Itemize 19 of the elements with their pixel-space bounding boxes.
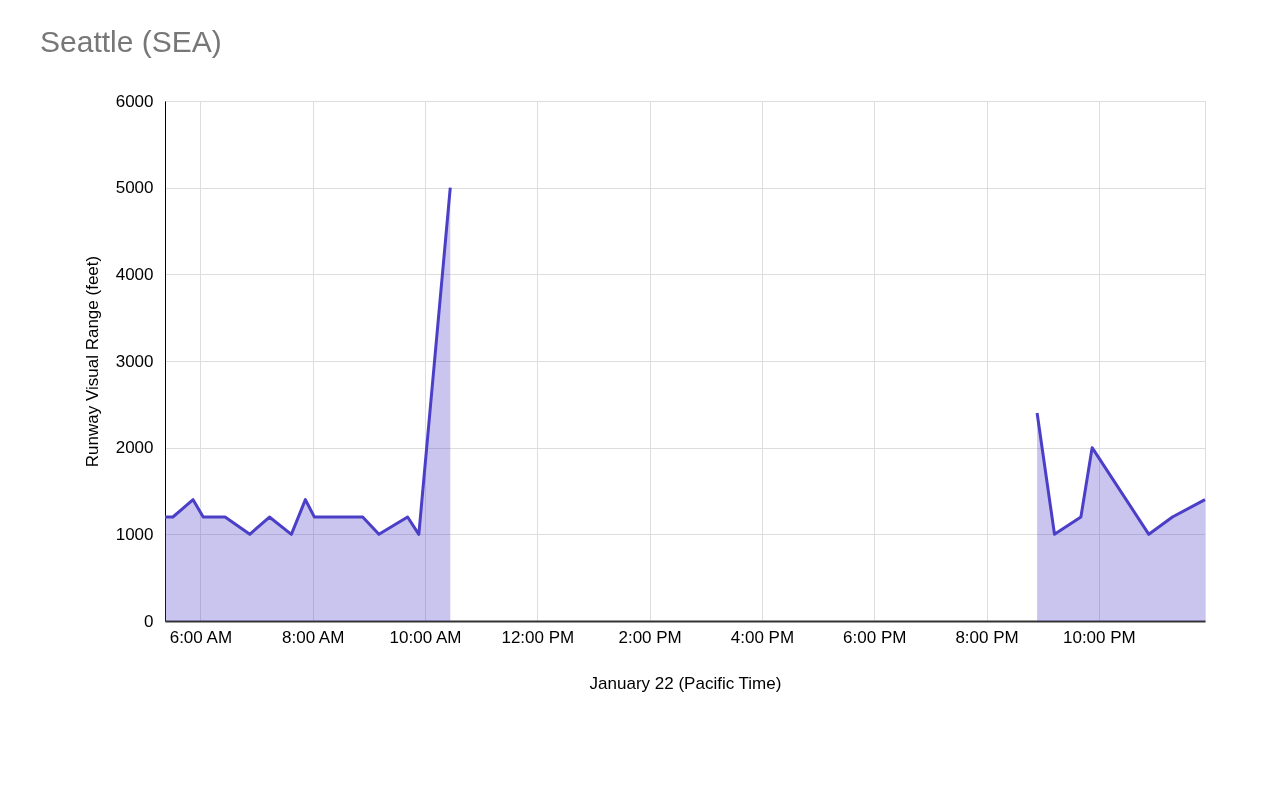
x-axis-title: January 22 (Pacific Time) [589,673,782,693]
y-tick-label: 3000 [115,351,154,371]
x-tick-label: 2:00 PM [618,627,682,647]
y-tick-label: 2000 [115,438,154,458]
y-tick-label: 4000 [115,264,154,284]
y-tick-label: 5000 [115,178,154,198]
y-tick-label: 1000 [115,524,154,544]
y-tick-label: 6000 [115,91,154,111]
x-tick-label: 8:00 AM [282,627,345,647]
x-tick-label: 10:00 AM [389,627,462,647]
x-tick-label: 4:00 PM [730,627,795,647]
x-tick-label: 12:00 PM [501,627,575,647]
x-tick-label: 6:00 AM [169,627,233,647]
x-tick-label: 6:00 PM [843,627,907,647]
chart-title: Seattle (SEA) [40,25,222,58]
y-tick-label: 0 [144,611,154,631]
x-tick-label: 8:00 PM [955,627,1019,647]
y-axis-title: Runway Visual Range (feet) [82,255,102,468]
x-tick-label: 10:00 PM [1062,627,1136,647]
